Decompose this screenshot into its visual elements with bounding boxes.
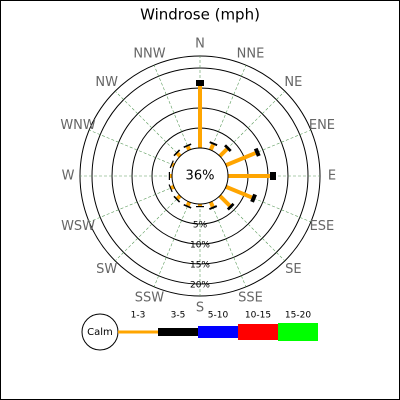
wind-bar (250, 193, 257, 203)
wind-bar (173, 195, 181, 203)
ring-label: 20% (190, 281, 210, 291)
legend-swatch (198, 326, 238, 338)
direction-label: SE (285, 262, 301, 277)
direction-label: NNE (237, 47, 265, 62)
wind-bar (224, 144, 232, 152)
direction-label: SSW (135, 290, 165, 305)
spoke (219, 90, 286, 157)
wind-bar (183, 143, 192, 148)
direction-label: SW (96, 262, 117, 277)
direction-label: NE (284, 75, 302, 90)
legend-swatch (118, 330, 158, 334)
legend-swatch (158, 328, 198, 336)
wind-bar (225, 184, 253, 200)
direction-label: NNW (133, 47, 165, 62)
legend-label: 10-15 (245, 311, 271, 321)
spoke (153, 201, 190, 287)
wind-bar (253, 147, 261, 157)
legend-swatch (238, 324, 278, 340)
spoke (153, 65, 190, 151)
legend-swatch (278, 323, 318, 341)
legend-label: 15-20 (285, 311, 311, 321)
wind-bar (225, 151, 257, 168)
spoke (89, 186, 175, 223)
wind-bar (175, 151, 182, 158)
wind-bar (209, 141, 218, 147)
legend-label: 3-5 (171, 311, 186, 321)
wind-bar (218, 194, 232, 208)
direction-label: S (196, 301, 204, 316)
ring-label: 10% (190, 241, 210, 251)
spoke (210, 65, 247, 151)
spoke (114, 90, 181, 157)
ring-label: 15% (190, 261, 210, 271)
spoke (89, 129, 175, 166)
direction-label: N (195, 37, 205, 52)
wind-bar (208, 143, 215, 151)
wind-bar (209, 205, 218, 211)
wind-bar (183, 204, 192, 209)
direction-label: ENE (309, 118, 335, 133)
chart-title: Windrose (mph) (140, 6, 260, 24)
wind-bar (226, 202, 235, 211)
direction-label: W (62, 169, 75, 184)
direction-label: NW (95, 75, 118, 90)
wind-bar (170, 184, 175, 190)
legend-calm-label: Calm (87, 327, 113, 338)
direction-label: WSW (61, 219, 95, 234)
wind-bar (208, 201, 215, 208)
spoke (210, 201, 247, 287)
legend-label: 1-3 (131, 311, 146, 321)
calm-circle (171, 147, 229, 205)
spoke (114, 195, 181, 262)
direction-label: E (328, 169, 336, 184)
wind-bar (218, 147, 229, 158)
direction-label: WNW (60, 118, 96, 133)
wind-bar (185, 145, 192, 151)
wind-bar (175, 194, 182, 201)
direction-label: ESE (310, 219, 335, 234)
wind-bar (185, 201, 192, 207)
calm-label: 36% (186, 169, 215, 184)
ring-label: 5% (193, 221, 208, 231)
direction-label: SSE (238, 290, 263, 305)
legend-label: 5-10 (208, 311, 229, 321)
wind-bar (173, 149, 181, 157)
